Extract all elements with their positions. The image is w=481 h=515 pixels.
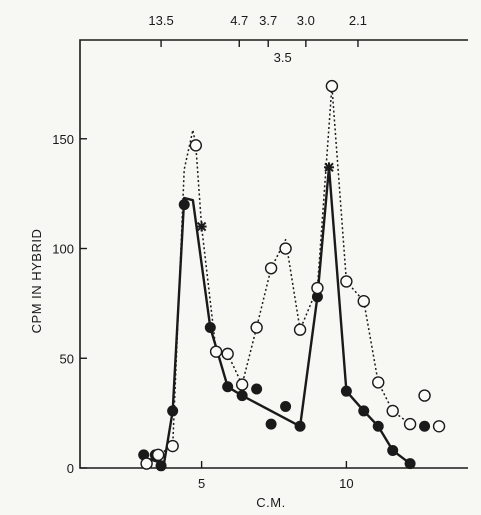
filled-circle-point bbox=[294, 420, 306, 432]
dotted-series-line bbox=[143, 85, 411, 463]
data-points bbox=[138, 79, 446, 472]
open-circle-point bbox=[209, 345, 223, 358]
filled-circle-point bbox=[265, 418, 277, 430]
open-circle-point bbox=[264, 262, 278, 275]
open-circle-point bbox=[340, 275, 353, 288]
open-circle-point bbox=[311, 281, 324, 295]
open-circle-point bbox=[140, 457, 153, 470]
open-circle-point bbox=[250, 321, 263, 334]
filled-circle-point bbox=[222, 381, 234, 393]
filled-circle-point bbox=[204, 322, 216, 334]
open-circle-point bbox=[325, 79, 339, 93]
top-size-markers: 13.5 4.7 3.7 3.0 2.1 3.5 bbox=[148, 13, 367, 65]
filled-circle-point bbox=[280, 401, 292, 413]
filled-circle-point bbox=[404, 458, 416, 470]
open-circle-point bbox=[279, 242, 292, 255]
y-axis-title: CPM IN HYBRID bbox=[29, 229, 44, 334]
x-tick-label: 5 bbox=[198, 476, 205, 491]
y-tick-label: 150 bbox=[52, 132, 74, 147]
open-circle-point bbox=[432, 420, 446, 433]
open-circle-point bbox=[357, 294, 370, 308]
open-circle-point bbox=[189, 139, 203, 152]
open-circle-point bbox=[166, 439, 179, 453]
top-marker-label: 2.1 bbox=[349, 13, 367, 28]
series-lines bbox=[143, 85, 411, 465]
top-marker-label: 4.7 bbox=[230, 13, 248, 28]
filled-circle-point bbox=[178, 199, 190, 211]
open-circle-point bbox=[235, 378, 249, 391]
filled-circle-point bbox=[372, 420, 384, 432]
open-circle-point bbox=[293, 323, 307, 336]
open-circle-point bbox=[221, 347, 234, 361]
axis-ticks: 0 50 100 150 5 10 bbox=[52, 132, 353, 491]
star-stroke bbox=[196, 221, 207, 232]
plot-frame bbox=[79, 39, 468, 469]
filled-circle-point bbox=[251, 383, 263, 395]
solid-series-line bbox=[149, 166, 411, 465]
open-circle-point bbox=[386, 404, 399, 418]
open-circle-point bbox=[151, 448, 165, 462]
top-marker-label: 13.5 bbox=[148, 13, 173, 28]
y-tick-label: 50 bbox=[60, 351, 74, 366]
y-tick-label: 100 bbox=[52, 242, 74, 257]
plot-border bbox=[79, 39, 468, 469]
filled-circle-point bbox=[311, 291, 323, 303]
x-axis-title: C.M. bbox=[256, 495, 285, 510]
open-circle-point bbox=[372, 376, 385, 389]
filled-circle-point bbox=[419, 420, 431, 432]
filled-circle-point bbox=[236, 390, 248, 402]
x-tick-label: 10 bbox=[339, 476, 353, 491]
y-tick-label: 0 bbox=[67, 461, 74, 476]
open-circle-point bbox=[418, 389, 431, 402]
filled-circle-point bbox=[358, 405, 370, 417]
filled-circle-point bbox=[387, 444, 399, 456]
top-marker-label: 3.7 bbox=[259, 13, 277, 28]
star-point bbox=[196, 221, 207, 232]
top-marker-label: 3.5 bbox=[274, 50, 292, 65]
open-circle-point bbox=[403, 417, 417, 431]
top-marker-label: 3.0 bbox=[297, 13, 315, 28]
filled-circle-point bbox=[167, 405, 179, 417]
filled-circle-point bbox=[340, 385, 352, 397]
filled-circle-point bbox=[155, 460, 167, 472]
star-stroke bbox=[324, 162, 334, 173]
star-point bbox=[324, 162, 335, 173]
